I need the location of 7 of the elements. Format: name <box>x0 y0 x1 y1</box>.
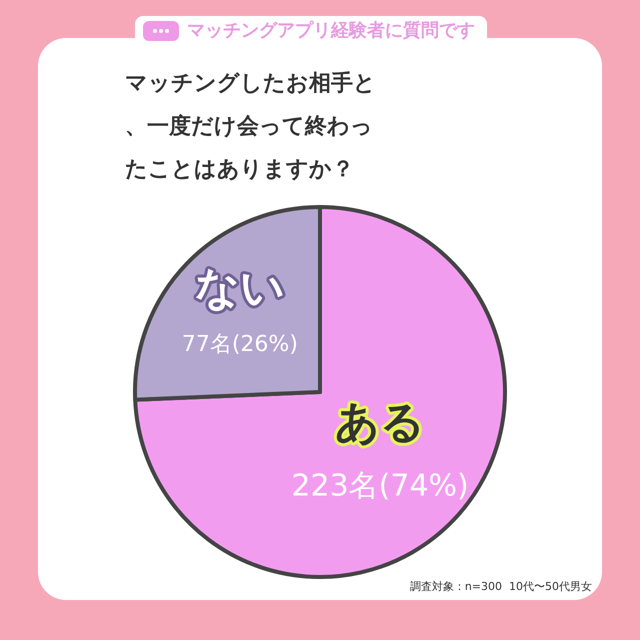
chart-subtitle: マッチングアプリ経験者に質問です <box>187 19 475 43</box>
text: 調査対象：n=300 10代〜50代男女 <box>410 579 592 594</box>
data-label: 223名(74%) <box>291 468 469 504</box>
slice-label: ある <box>335 397 426 448</box>
chart-title: マッチングしたお相手と、一度だけ会って終わったことはありますか？ <box>125 70 377 184</box>
data-label: 77名(26%) <box>182 332 298 357</box>
slice-label: ない <box>194 262 285 314</box>
